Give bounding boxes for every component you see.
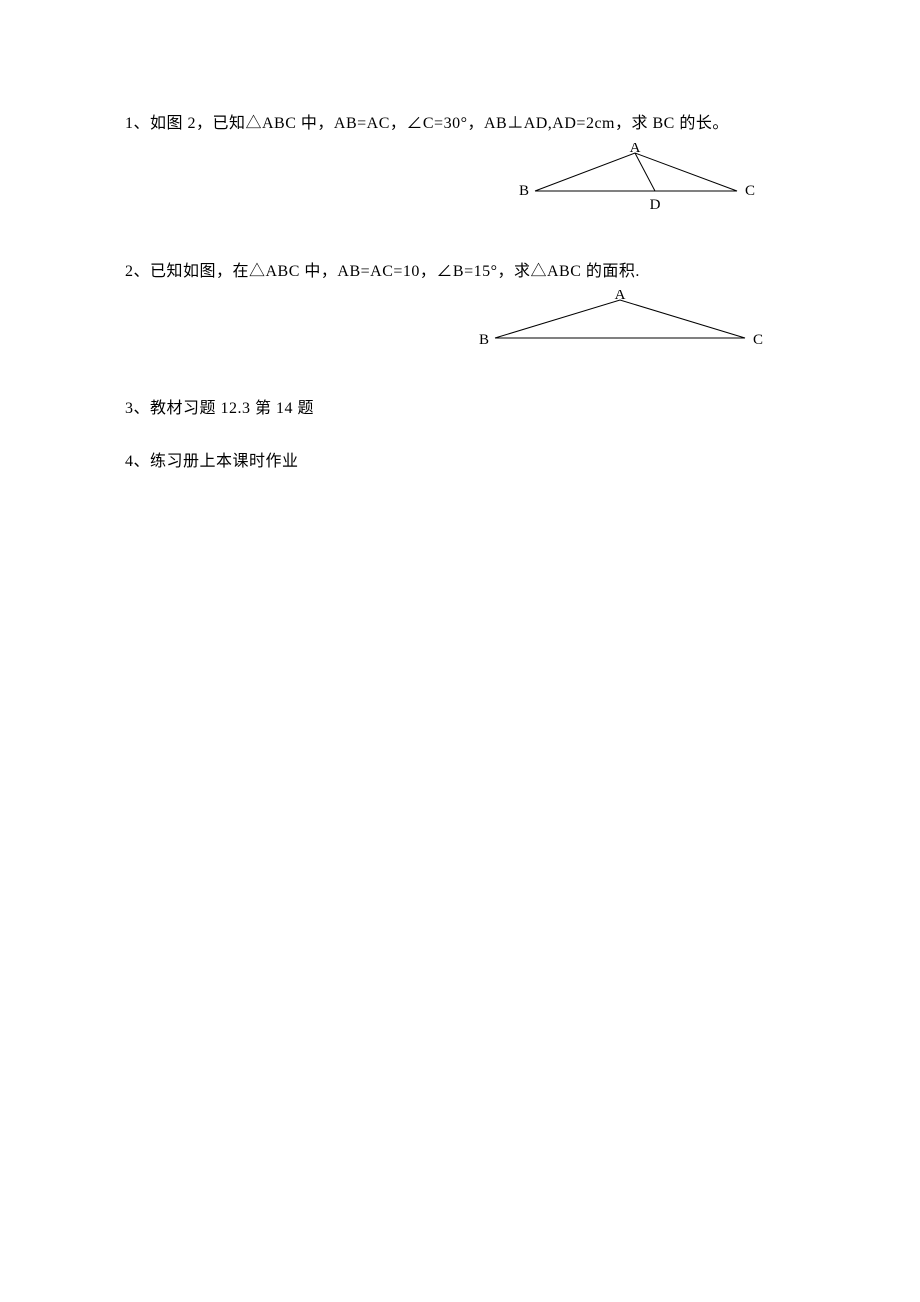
problem-1: 1、如图 2，已知△ABC 中，AB=AC，∠C=30°，AB⊥AD,AD=2c… bbox=[125, 110, 795, 234]
triangle-abc bbox=[495, 300, 745, 338]
page: 1、如图 2，已知△ABC 中，AB=AC，∠C=30°，AB⊥AD,AD=2c… bbox=[0, 0, 920, 477]
vertex-label-b: B bbox=[479, 332, 489, 348]
problem-2-figure-wrap: A B C bbox=[125, 290, 795, 371]
vertex-label-b: B bbox=[519, 183, 529, 199]
problem-3: 3、教材习题 12.3 第 14 题 bbox=[125, 395, 795, 424]
problem-2-figure: A B C bbox=[475, 290, 775, 360]
vertex-label-c: C bbox=[745, 183, 755, 199]
problem-1-text: 1、如图 2，已知△ABC 中，AB=AC，∠C=30°，AB⊥AD,AD=2c… bbox=[125, 110, 795, 139]
problem-1-figure-wrap: A B C D bbox=[125, 143, 795, 234]
vertex-label-d: D bbox=[650, 197, 661, 213]
problem-2: 2、已知如图，在△ABC 中，AB=AC=10，∠B=15°，求△ABC 的面积… bbox=[125, 258, 795, 372]
problem-4: 4、练习册上本课时作业 bbox=[125, 448, 795, 477]
problem-3-text: 3、教材习题 12.3 第 14 题 bbox=[125, 395, 795, 424]
vertex-label-a: A bbox=[615, 290, 626, 303]
vertex-label-a: A bbox=[630, 143, 641, 156]
triangle-abc-with-ad bbox=[535, 153, 737, 191]
problem-4-text: 4、练习册上本课时作业 bbox=[125, 448, 795, 477]
problem-2-text: 2、已知如图，在△ABC 中，AB=AC=10，∠B=15°，求△ABC 的面积… bbox=[125, 258, 795, 287]
problem-1-figure: A B C D bbox=[515, 143, 775, 223]
vertex-label-c: C bbox=[753, 332, 763, 348]
